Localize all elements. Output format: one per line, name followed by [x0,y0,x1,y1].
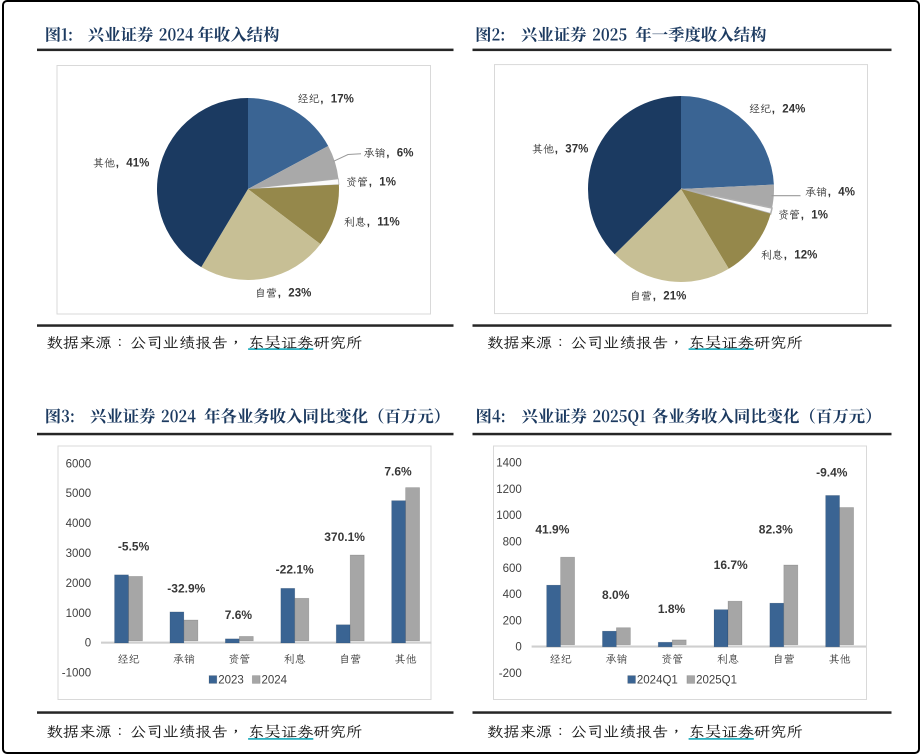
svg-text:21%: 21% [663,291,686,303]
svg-text:2023: 2023 [218,675,244,687]
svg-text:370.1%: 370.1% [324,530,365,544]
svg-text:-32.9%: -32.9% [167,582,205,596]
svg-text:0: 0 [515,642,521,654]
svg-text:2000: 2000 [66,578,92,590]
svg-text:82.3%: 82.3% [759,522,793,536]
svg-text:-22.1%: -22.1% [276,563,314,577]
svg-text:400: 400 [503,589,522,601]
svg-text:600: 600 [503,563,522,575]
svg-text:12%: 12% [794,250,817,262]
svg-text:2024: 2024 [262,675,288,687]
svg-text:1200: 1200 [496,484,522,496]
svg-text:,: , [784,250,787,262]
svg-text:,: , [555,144,558,156]
svg-text:2025Q1: 2025Q1 [696,675,737,687]
svg-text:3000: 3000 [66,548,92,560]
svg-text:,: , [828,187,831,199]
svg-text:23%: 23% [288,288,311,300]
svg-text:7.6%: 7.6% [384,465,412,479]
svg-text:1%: 1% [379,177,396,189]
svg-text:,: , [367,217,370,229]
svg-text:24%: 24% [782,103,805,115]
svg-text:41%: 41% [126,158,149,170]
svg-text:41.9%: 41.9% [535,523,569,537]
svg-text:-200: -200 [499,668,522,680]
svg-text:-9.4%: -9.4% [816,465,848,479]
svg-text:1.8%: 1.8% [658,602,686,616]
svg-text:8.0%: 8.0% [602,588,630,602]
svg-text:,: , [386,148,389,160]
svg-text:,: , [369,177,372,189]
svg-text:200: 200 [503,615,522,627]
svg-text:5000: 5000 [66,488,92,500]
svg-text:16.7%: 16.7% [714,558,748,572]
svg-text:1000: 1000 [496,510,522,522]
svg-text:,: , [116,158,119,170]
svg-text:1000: 1000 [66,608,92,620]
svg-text:,: , [653,291,656,303]
svg-text:,: , [278,288,281,300]
svg-text:-1000: -1000 [62,668,91,680]
svg-text:800: 800 [503,537,522,549]
svg-text:,: , [772,103,775,115]
svg-text:1400: 1400 [496,458,522,470]
svg-text:2024Q1: 2024Q1 [637,675,678,687]
svg-text:17%: 17% [331,93,354,105]
svg-text:4000: 4000 [66,518,92,530]
svg-text:6%: 6% [397,148,414,160]
svg-text:0: 0 [85,638,91,650]
svg-text:11%: 11% [377,217,399,229]
svg-text:7.6%: 7.6% [225,608,253,622]
svg-text:1%: 1% [811,210,828,222]
svg-text:4%: 4% [838,187,855,199]
svg-text:,: , [320,93,323,105]
svg-text:-5.5%: -5.5% [118,539,150,553]
svg-text:,: , [801,210,804,222]
svg-text:6000: 6000 [66,458,92,470]
svg-text:37%: 37% [565,144,588,156]
